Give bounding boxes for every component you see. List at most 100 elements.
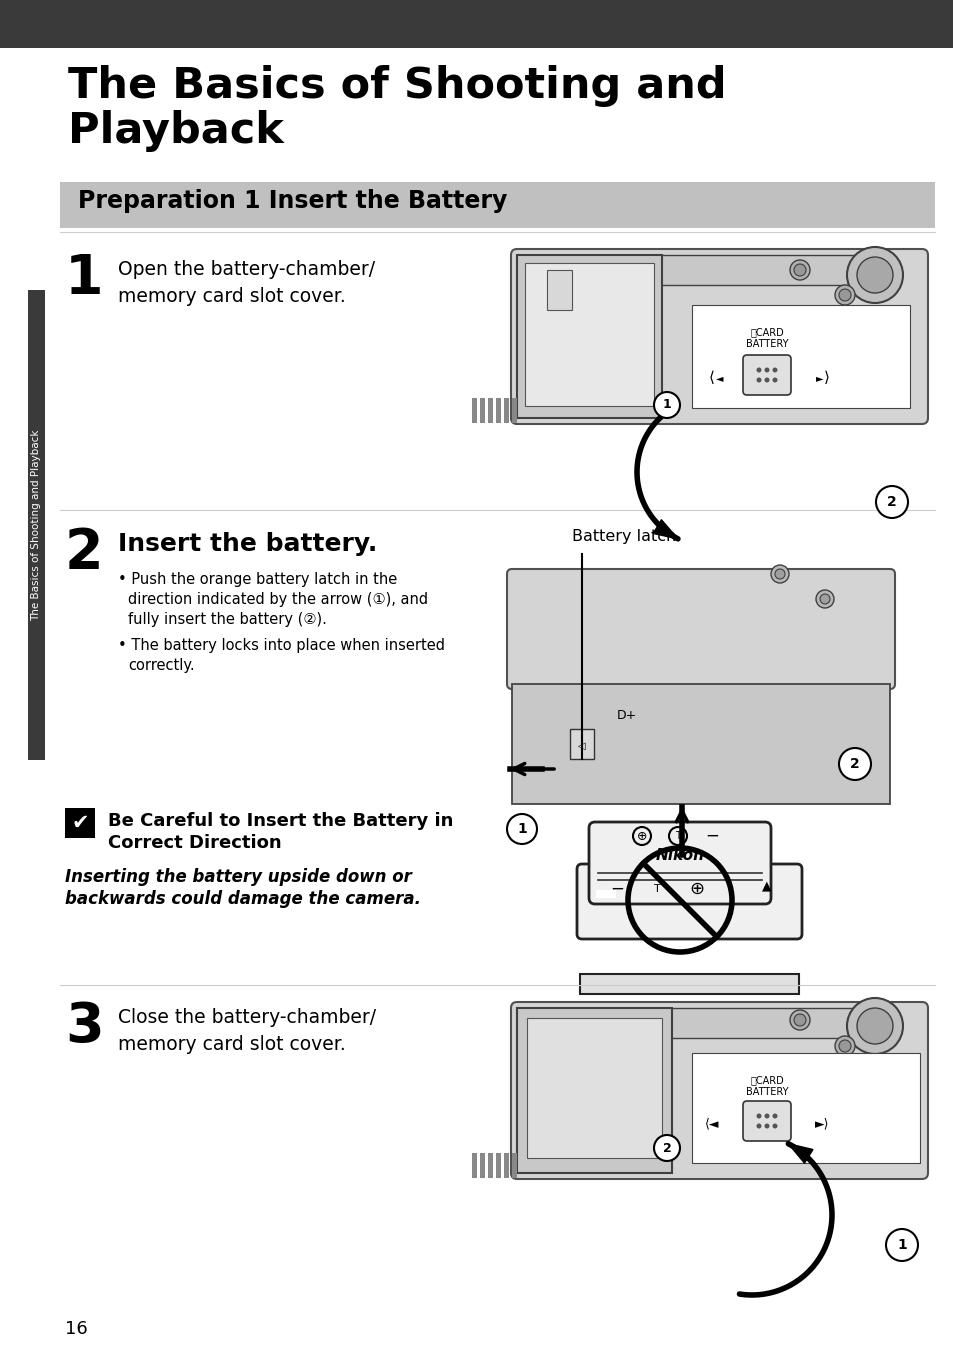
Circle shape (772, 367, 777, 373)
Text: 16: 16 (65, 1319, 88, 1338)
Circle shape (770, 565, 788, 582)
Circle shape (774, 569, 784, 578)
Text: 1: 1 (896, 1237, 906, 1252)
Circle shape (793, 1014, 805, 1026)
Bar (472, 398, 476, 422)
Text: 2: 2 (886, 495, 896, 508)
Text: ⊕: ⊕ (636, 830, 646, 842)
Circle shape (756, 367, 760, 373)
Text: ⌗CARD
BATTERY: ⌗CARD BATTERY (745, 1075, 787, 1098)
Text: ⌗CARD
BATTERY: ⌗CARD BATTERY (745, 327, 787, 350)
Circle shape (756, 378, 760, 382)
Text: ✔: ✔ (71, 812, 89, 833)
Text: ◄: ◄ (716, 373, 723, 383)
Bar (561, 1007, 884, 1038)
Circle shape (846, 998, 902, 1054)
Circle shape (756, 1114, 760, 1119)
Text: Inserting the battery upside down or: Inserting the battery upside down or (65, 868, 412, 886)
Text: ⟩: ⟩ (823, 370, 829, 386)
FancyBboxPatch shape (511, 249, 927, 424)
Bar (488, 398, 493, 422)
Text: 2: 2 (65, 526, 104, 580)
Circle shape (763, 378, 769, 382)
Circle shape (834, 1036, 854, 1056)
FancyBboxPatch shape (588, 822, 770, 904)
Bar (496, 398, 500, 422)
Bar (479, 1153, 484, 1178)
Text: The Basics of Shooting and Playback: The Basics of Shooting and Playback (30, 429, 41, 621)
FancyBboxPatch shape (742, 1102, 790, 1141)
Bar (512, 1153, 517, 1178)
Circle shape (838, 1040, 850, 1052)
Text: ▲: ▲ (761, 880, 771, 893)
Text: • The battery locks into place when inserted: • The battery locks into place when inse… (118, 638, 444, 654)
Circle shape (789, 260, 809, 280)
Circle shape (885, 1229, 917, 1262)
Bar (60, 182, 934, 229)
Text: Be Careful to Insert the Battery in: Be Careful to Insert the Battery in (108, 812, 453, 830)
Text: ►⟩: ►⟩ (814, 1118, 828, 1131)
FancyBboxPatch shape (511, 1002, 927, 1180)
Circle shape (820, 594, 829, 604)
Text: Battery latch: Battery latch (572, 529, 676, 543)
FancyBboxPatch shape (577, 863, 801, 939)
Text: −: − (609, 880, 623, 898)
Bar (691, 1053, 919, 1163)
Circle shape (838, 748, 870, 780)
Bar (524, 264, 654, 406)
Text: Nikon: Nikon (655, 849, 703, 863)
Text: 1: 1 (517, 822, 526, 837)
Bar (503, 1153, 509, 1178)
Text: ⟨: ⟨ (708, 370, 714, 386)
Circle shape (763, 1123, 769, 1128)
Polygon shape (787, 1143, 812, 1163)
Text: • Push the orange battery latch in the: • Push the orange battery latch in the (118, 572, 396, 586)
Bar (561, 256, 884, 285)
Text: −: − (704, 827, 719, 845)
Text: Preparation 1 Insert the Battery: Preparation 1 Insert the Battery (78, 190, 507, 213)
Text: Close the battery-chamber/: Close the battery-chamber/ (118, 1007, 375, 1028)
Text: backwards could damage the camera.: backwards could damage the camera. (65, 890, 420, 908)
Bar (65, 808, 95, 838)
Circle shape (793, 264, 805, 276)
Text: 1: 1 (662, 398, 671, 412)
Text: D+: D+ (617, 709, 637, 722)
Circle shape (654, 391, 679, 418)
Text: 3: 3 (65, 999, 104, 1054)
Circle shape (756, 1123, 760, 1128)
Text: 2: 2 (662, 1142, 671, 1154)
Text: Insert the battery.: Insert the battery. (118, 533, 376, 555)
Circle shape (772, 1123, 777, 1128)
Text: ◁: ◁ (578, 741, 585, 751)
Bar (569, 729, 594, 759)
Bar (596, 890, 616, 898)
Text: Playback: Playback (68, 110, 284, 152)
Circle shape (772, 1114, 777, 1119)
Bar (0, 0, 953, 48)
Bar (488, 1153, 493, 1178)
Text: ⊕: ⊕ (689, 880, 704, 898)
Bar (496, 1153, 500, 1178)
Text: Correct Direction: Correct Direction (108, 834, 281, 851)
Bar (479, 398, 484, 422)
Circle shape (772, 378, 777, 382)
Bar (517, 256, 661, 418)
Text: fully insert the battery (②).: fully insert the battery (②). (128, 612, 327, 627)
Circle shape (654, 1135, 679, 1161)
Text: direction indicated by the arrow (①), and: direction indicated by the arrow (①), an… (128, 592, 428, 607)
Bar (512, 685, 889, 804)
Circle shape (834, 285, 854, 305)
Bar (546, 270, 572, 309)
Circle shape (838, 289, 850, 301)
Text: ⟨◄: ⟨◄ (704, 1118, 719, 1131)
Circle shape (789, 1010, 809, 1030)
Text: memory card slot cover.: memory card slot cover. (118, 286, 345, 307)
Bar (28, 291, 45, 760)
Text: correctly.: correctly. (128, 658, 194, 672)
Text: 2: 2 (849, 757, 859, 771)
Circle shape (506, 814, 537, 845)
Circle shape (846, 247, 902, 303)
Circle shape (763, 367, 769, 373)
Bar (472, 1153, 476, 1178)
Bar (526, 1018, 661, 1158)
